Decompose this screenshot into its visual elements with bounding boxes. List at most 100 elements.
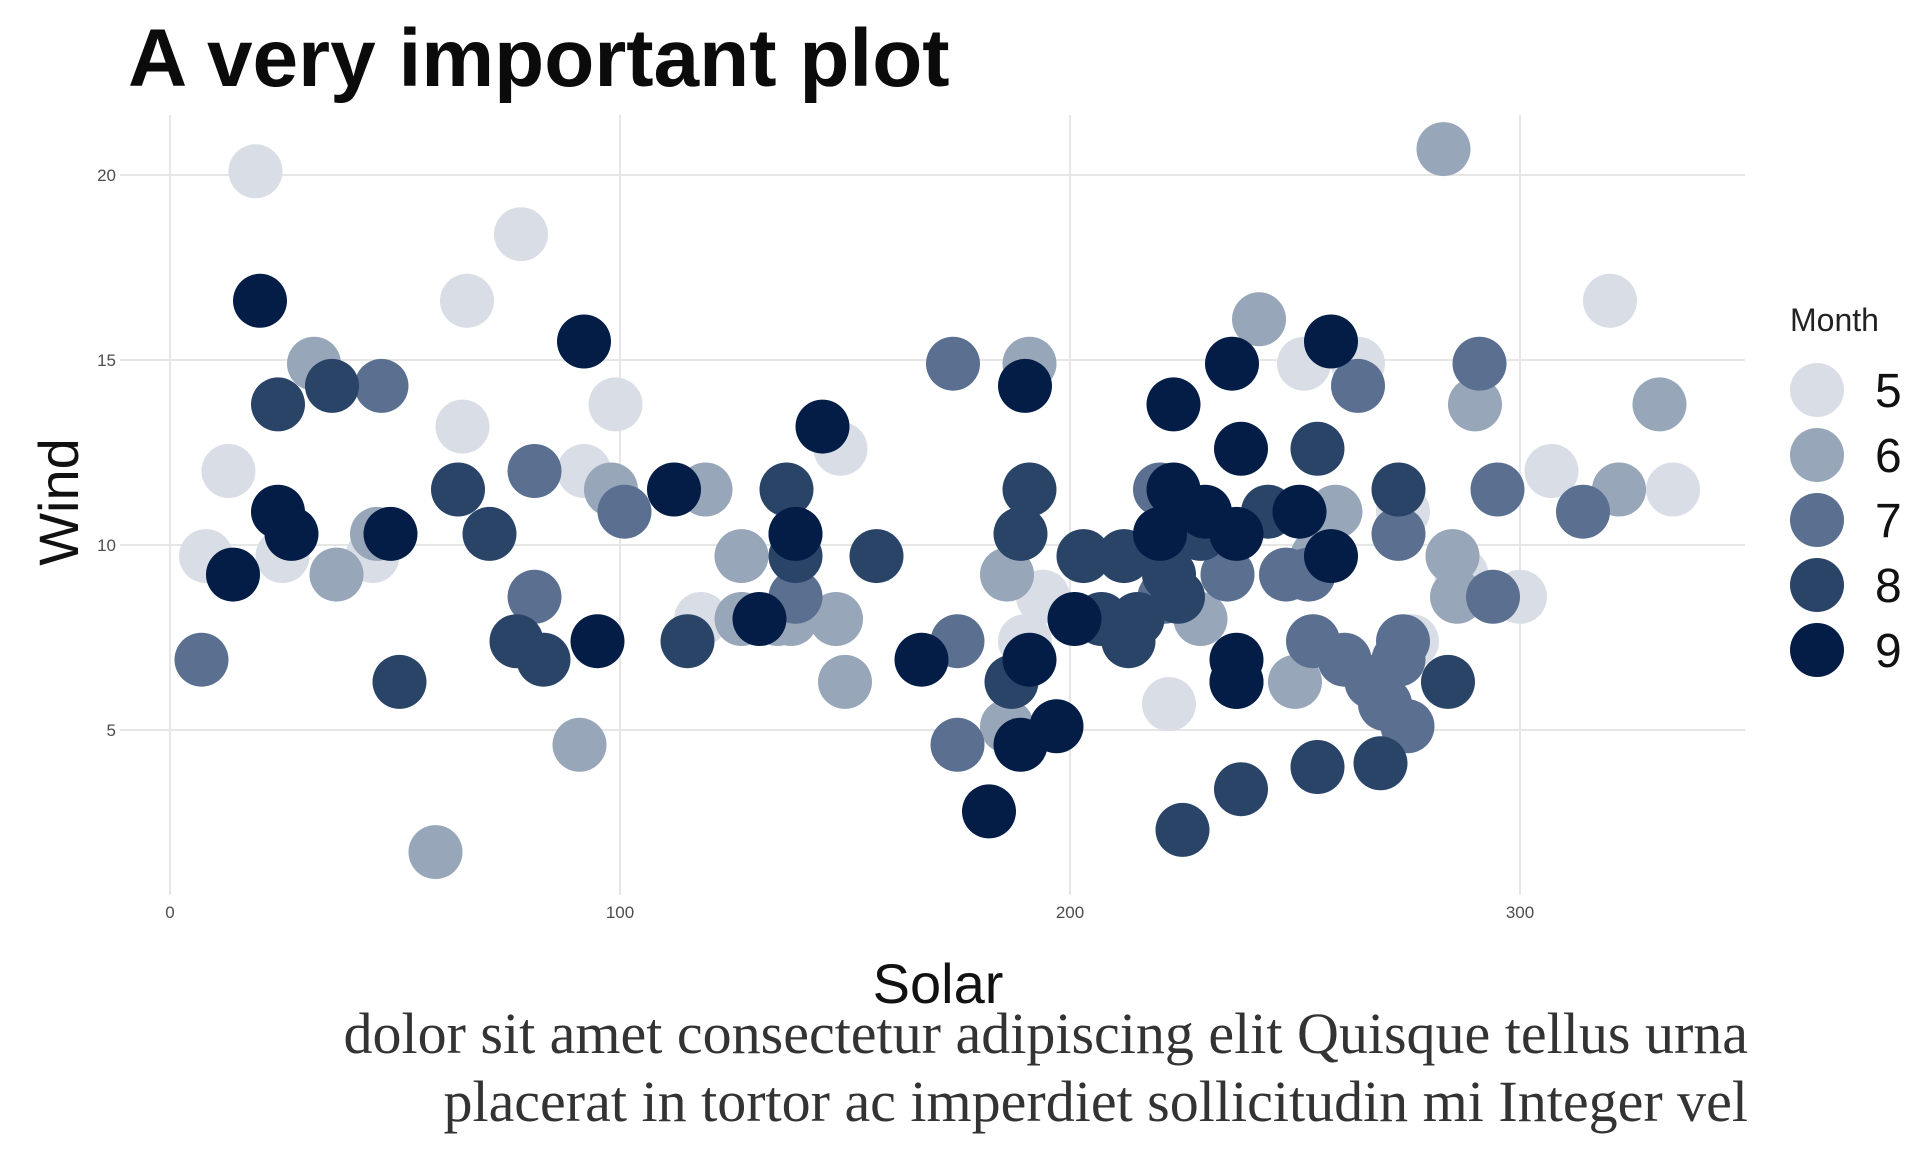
- legend-key: [1790, 428, 1844, 482]
- data-point: [1425, 529, 1480, 584]
- data-point: [894, 632, 949, 687]
- data-point: [431, 462, 485, 517]
- data-point: [1232, 292, 1286, 347]
- data-point: [1133, 506, 1187, 561]
- data-point: [206, 547, 260, 602]
- caption-line-1: dolor sit amet consectetur adipiscing el…: [343, 1001, 1748, 1066]
- data-point: [1151, 569, 1205, 624]
- data-point: [494, 207, 548, 262]
- data-point: [732, 592, 787, 646]
- data-point: [1353, 736, 1408, 791]
- data-point: [1371, 462, 1426, 517]
- data-point: [233, 273, 287, 328]
- data-point: [849, 529, 904, 584]
- data-point: [201, 444, 256, 498]
- data-point: [809, 592, 863, 646]
- y-axis-title: Wind: [27, 438, 90, 566]
- data-point: [1214, 421, 1268, 476]
- data-point: [552, 717, 607, 772]
- data-point: [926, 336, 980, 391]
- data-point: [1304, 529, 1358, 584]
- data-point: [363, 506, 418, 561]
- x-axis-title: Solar: [873, 952, 1004, 1015]
- data-point: [993, 506, 1048, 561]
- data-point: [962, 784, 1016, 839]
- legend-key: [1790, 363, 1844, 417]
- data-point: [1470, 462, 1525, 517]
- legend-key: [1790, 623, 1844, 677]
- data-point: [174, 632, 229, 687]
- data-point: [1466, 569, 1520, 624]
- data-point: [980, 547, 1034, 602]
- data-point: [354, 358, 409, 413]
- data-point: [507, 444, 562, 498]
- y-tick-label: 15: [97, 351, 116, 370]
- legend-label: 6: [1875, 430, 1902, 483]
- data-point: [228, 144, 283, 199]
- data-point: [1146, 377, 1201, 432]
- data-point: [1380, 699, 1435, 754]
- data-point: [1416, 122, 1471, 177]
- data-point: [1002, 632, 1057, 687]
- caption-line-2: placerat in tortor ac imperdiet sollicit…: [443, 1069, 1748, 1134]
- data-point: [516, 632, 571, 687]
- data-point: [507, 569, 562, 624]
- data-point: [759, 462, 814, 517]
- data-point: [305, 358, 359, 413]
- data-point: [1056, 529, 1111, 584]
- data-point: [1376, 614, 1430, 669]
- data-point: [795, 399, 850, 454]
- data-point: [462, 506, 517, 561]
- data-point: [1142, 677, 1196, 732]
- data-point: [1214, 762, 1268, 817]
- x-tick-label: 300: [1506, 903, 1534, 922]
- data-point: [1268, 654, 1322, 709]
- data-point: [408, 825, 463, 880]
- data-point: [1448, 377, 1502, 432]
- chart-title: A very important plot: [128, 13, 950, 104]
- data-point: [1452, 336, 1507, 391]
- data-point: [1209, 654, 1264, 709]
- y-tick-label: 5: [107, 721, 116, 740]
- legend-label: 7: [1875, 495, 1902, 548]
- x-tick-label: 200: [1056, 903, 1084, 922]
- data-point: [1205, 336, 1259, 391]
- data-point: [660, 614, 715, 669]
- x-tick-label: 100: [606, 903, 634, 922]
- data-point: [1209, 506, 1264, 561]
- data-point: [647, 462, 701, 517]
- data-point: [1110, 592, 1165, 646]
- legend-key: [1790, 493, 1844, 547]
- data-point: [251, 377, 305, 432]
- data-point: [1583, 273, 1637, 328]
- data-point: [264, 506, 319, 561]
- data-point: [1646, 462, 1700, 517]
- data-point: [597, 484, 652, 539]
- y-tick-label: 10: [97, 536, 116, 555]
- legend-label: 5: [1875, 365, 1902, 418]
- data-point: [1632, 377, 1687, 432]
- data-point: [714, 529, 769, 584]
- data-point: [440, 273, 494, 328]
- legend-label: 9: [1875, 625, 1902, 678]
- data-point: [588, 377, 643, 432]
- data-point: [570, 614, 625, 669]
- data-point: [1304, 314, 1358, 369]
- data-points: [174, 122, 1700, 880]
- data-point: [1047, 592, 1102, 646]
- legend-key: [1790, 558, 1844, 612]
- x-tick-label: 0: [165, 903, 174, 922]
- data-point: [1524, 444, 1579, 498]
- data-point: [309, 547, 364, 602]
- data-point: [1272, 484, 1327, 539]
- data-point: [372, 654, 427, 709]
- data-point: [998, 358, 1052, 413]
- axis-ticks: 0 100 200 300 5 10 15 20: [97, 166, 1534, 922]
- data-point: [1371, 506, 1426, 561]
- data-point: [1331, 358, 1385, 413]
- data-point: [768, 506, 823, 561]
- legend-title: Month: [1790, 302, 1879, 338]
- data-point: [1290, 421, 1345, 476]
- data-point: [435, 399, 490, 454]
